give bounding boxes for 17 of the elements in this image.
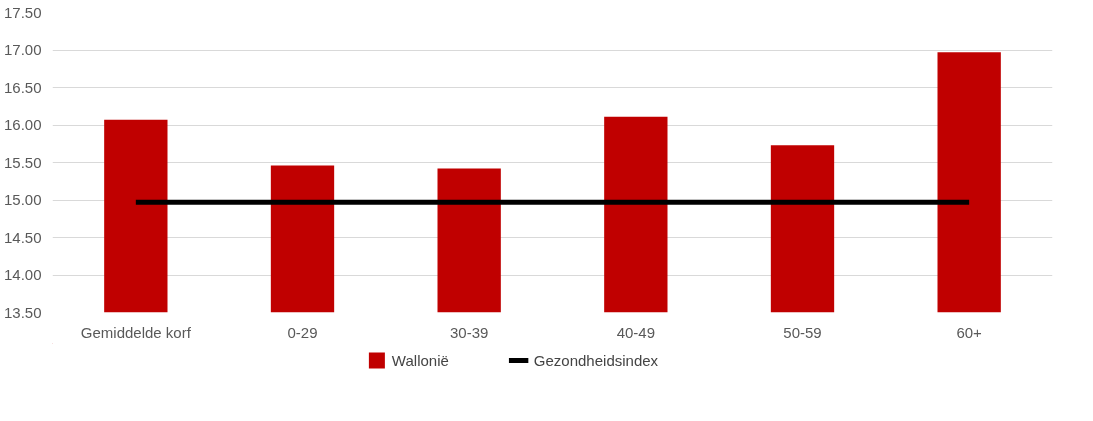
legend-label: Wallonië [391, 351, 449, 369]
y-tick-label: 16.00 [3, 116, 42, 133]
x-tick-label: Gemiddelde korf [80, 323, 192, 341]
x-tick-label: 30-39 [449, 323, 489, 341]
x-tick-label: 40-49 [616, 323, 656, 341]
y-tick-label: 13.50 [3, 303, 42, 321]
y-tick-label: 16.50 [3, 78, 42, 96]
y-tick-label: 15.00 [3, 191, 42, 208]
x-tick-label: 60+ [956, 323, 983, 341]
y-tick-label: 15.50 [3, 153, 42, 171]
y-tick-label: 17.50 [3, 3, 42, 21]
x-tick-label: 50-59 [783, 323, 822, 341]
y-tick-label: 14.50 [3, 228, 42, 246]
y-tick-label: 14.00 [3, 266, 42, 283]
legend-label: Gezondheidsindex [533, 351, 659, 369]
x-tick-label: 0-29 [287, 323, 318, 341]
y-tick-label: 17.00 [3, 41, 42, 58]
